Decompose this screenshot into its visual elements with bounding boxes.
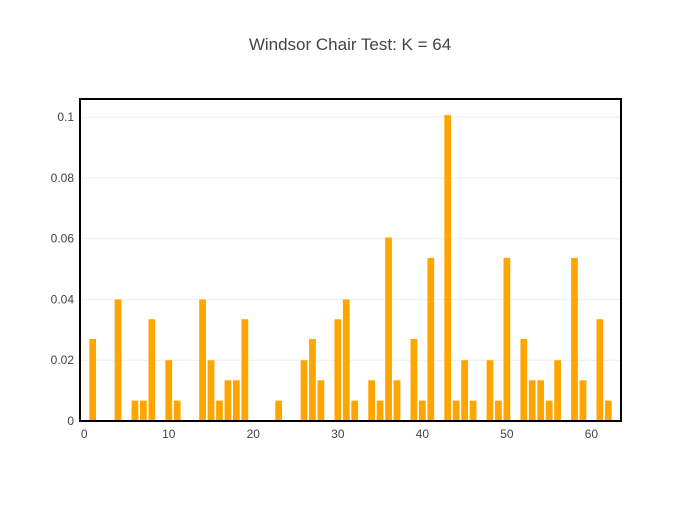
bar <box>376 400 384 421</box>
bar <box>469 400 477 421</box>
bar <box>216 400 223 421</box>
y-tick-label: 0 <box>67 414 74 428</box>
bar <box>309 338 316 421</box>
bar <box>452 400 460 421</box>
bar <box>545 400 553 421</box>
x-tick-label: 60 <box>585 427 599 441</box>
x-axis: 0 10 20 30 40 50 60 <box>81 427 599 441</box>
bar <box>89 338 97 421</box>
bar <box>461 360 468 421</box>
bar <box>596 319 604 421</box>
bar <box>528 380 536 421</box>
bar <box>165 360 173 421</box>
grid-lines <box>80 116 621 361</box>
bar <box>224 380 232 421</box>
bar <box>275 400 283 421</box>
bar <box>537 380 545 421</box>
bar <box>351 400 359 421</box>
bar <box>503 257 511 421</box>
bar <box>148 319 156 421</box>
x-tick-label: 10 <box>162 427 176 441</box>
x-tick-label: 30 <box>331 427 345 441</box>
bar <box>520 338 528 421</box>
chart-title: Windsor Chair Test: K = 64 <box>249 35 451 54</box>
bars <box>89 115 612 421</box>
bar <box>486 360 494 421</box>
bar <box>114 299 122 421</box>
bar <box>233 380 240 421</box>
bar <box>317 380 325 421</box>
x-tick-label: 20 <box>247 427 261 441</box>
y-tick-label: 0.02 <box>51 353 75 367</box>
bar <box>554 360 561 421</box>
bar <box>427 257 435 421</box>
bar <box>199 299 206 421</box>
y-tick-label: 0.1 <box>57 110 74 124</box>
bar <box>385 237 392 421</box>
bar <box>241 319 249 421</box>
x-tick-label: 50 <box>500 427 514 441</box>
y-tick-label: 0.06 <box>51 232 75 246</box>
y-axis: 0 0.02 0.04 0.06 0.08 0.1 <box>51 110 75 428</box>
bar <box>140 400 147 421</box>
y-tick-label: 0.04 <box>51 292 75 306</box>
bar <box>300 360 308 421</box>
bar <box>418 400 426 421</box>
bar <box>334 319 342 421</box>
x-tick-label: 40 <box>416 427 430 441</box>
bar <box>571 257 578 421</box>
bar <box>604 400 612 421</box>
x-tick-label: 0 <box>81 427 88 441</box>
bar <box>131 400 139 421</box>
y-tick-label: 0.08 <box>51 171 75 185</box>
bar <box>410 338 418 421</box>
bar <box>342 299 350 421</box>
bar <box>393 380 401 421</box>
bar <box>579 380 587 421</box>
bar <box>207 360 215 421</box>
plot-frame <box>79 98 622 422</box>
bar <box>444 115 452 421</box>
bar <box>368 380 376 421</box>
bar <box>495 400 502 421</box>
bar <box>173 400 181 421</box>
